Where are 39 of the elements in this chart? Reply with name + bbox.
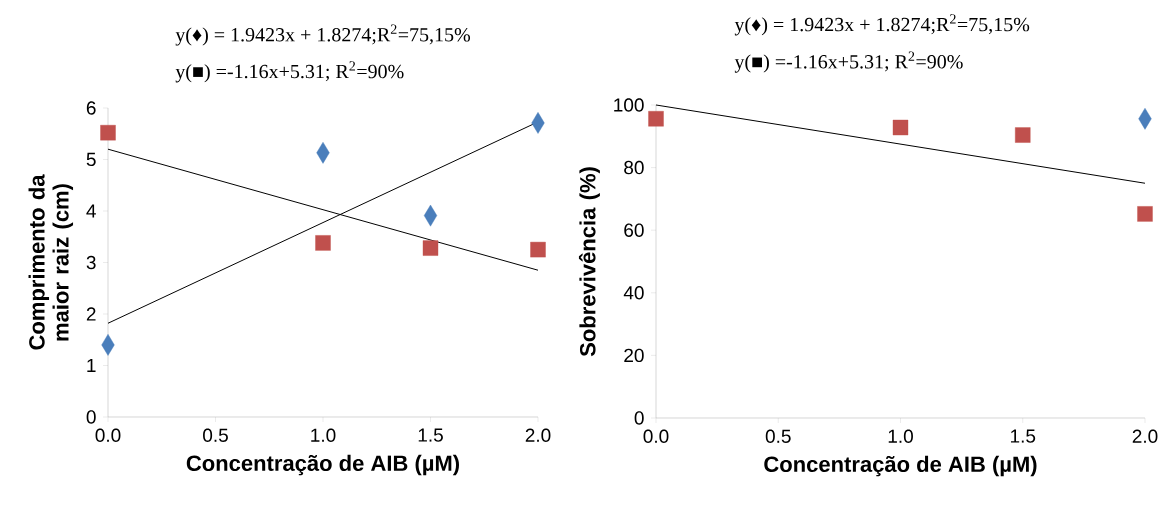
x-tick-label: 1.0 — [888, 429, 913, 443]
y-tick-label: 60 — [624, 223, 644, 237]
x-axis-title: Concentração de AIB (µM) — [764, 455, 1037, 477]
x-tick-label: 0.0 — [95, 428, 121, 442]
x-tick-label: 0.5 — [765, 429, 791, 443]
point — [530, 241, 546, 258]
y-tick-label: 6 — [86, 101, 96, 115]
point — [1137, 206, 1153, 222]
point — [100, 125, 116, 141]
x-tick-label: 1.5 — [418, 428, 443, 442]
point — [315, 235, 331, 251]
y-tick-label: 0 — [634, 411, 644, 425]
y-tick-label: 100 — [614, 98, 644, 112]
x-tick-label: 1.0 — [311, 428, 336, 442]
y-axis-title: Sobrevivência (%) — [578, 167, 600, 357]
x-tick-label: 0.5 — [203, 428, 228, 442]
x-tick-label: 1.5 — [1010, 429, 1036, 443]
x-tick-label: 0.0 — [643, 429, 669, 443]
text: y(♦) = 1.9423x + 1.8274;R$^{2}$=75,15% — [175, 24, 471, 46]
x-tick-label: 2.0 — [525, 428, 551, 442]
y-tick-label: 40 — [623, 286, 644, 300]
y-tick-label: 80 — [624, 160, 644, 175]
point — [892, 119, 909, 136]
y-tick-label: 5 — [86, 152, 96, 167]
y-tick-label: 2 — [86, 307, 96, 321]
y-axis-title: Comprimento da maior raiz (cm) — [28, 174, 74, 350]
y-tick-label: 1 — [87, 358, 96, 373]
y-tick-label: 20 — [624, 348, 644, 363]
point — [422, 240, 439, 256]
point — [648, 111, 664, 127]
point — [1015, 127, 1031, 143]
text: y(■) =-1.16x+5.31; R$^{2}$=90% — [734, 51, 963, 73]
y-tick-label: 4 — [86, 204, 96, 218]
x-axis-title: Concentração de AIB (µM) — [186, 454, 459, 476]
text: y(♦) = 1.9423x + 1.8274;R$^{2}$=75,15% — [734, 14, 1030, 36]
y-tick-label: 0 — [86, 410, 96, 424]
text: y(■) =-1.16x+5.31; R$^{2}$=90% — [175, 61, 404, 83]
y-tick-label: 3 — [86, 255, 96, 270]
x-tick-label: 2.0 — [1132, 429, 1158, 443]
